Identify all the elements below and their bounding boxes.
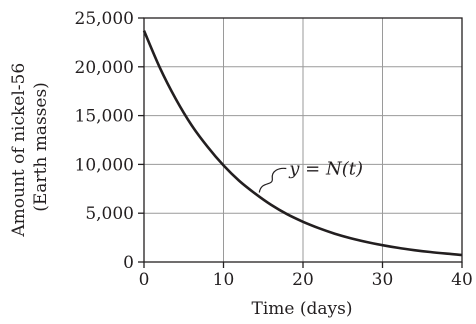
y-tick-label-4: 20,000: [75, 58, 134, 78]
y-tick-label-5: 25,000: [75, 9, 134, 29]
y-axis-title-line-2: (Earth masses): [31, 82, 51, 212]
annotation: y = N(t): [258, 158, 363, 193]
y-tick-label-1: 5,000: [85, 204, 134, 224]
x-tick-label-0: 0: [139, 270, 150, 290]
annotation-label: y = N(t): [288, 158, 363, 179]
x-tick-label-3: 30: [372, 270, 394, 290]
y-axis-title: Amount of nickel-56 (Earth masses): [9, 57, 51, 237]
x-axis-title: Time (days): [252, 299, 353, 319]
y-tick-label-0: 0: [123, 253, 134, 273]
x-tick-label-4: 40: [451, 270, 473, 290]
annotation-leader: [258, 167, 287, 193]
grid-lines: [144, 18, 462, 262]
y-axis-title-line-1: Amount of nickel-56: [9, 63, 29, 238]
series: [142, 30, 463, 257]
tick-marks: [138, 17, 463, 268]
x-tick-label-2: 20: [292, 270, 314, 290]
series-line-0: [142, 30, 463, 257]
x-tick-labels: 0 10 20 30 40: [139, 270, 473, 290]
y-tick-labels: 0 5,000 10,000 15,000 20,000 25,000: [75, 9, 134, 273]
y-tick-label-3: 15,000: [75, 107, 134, 127]
y-tick-label-2: 10,000: [75, 155, 134, 175]
x-tick-label-1: 10: [213, 270, 235, 290]
